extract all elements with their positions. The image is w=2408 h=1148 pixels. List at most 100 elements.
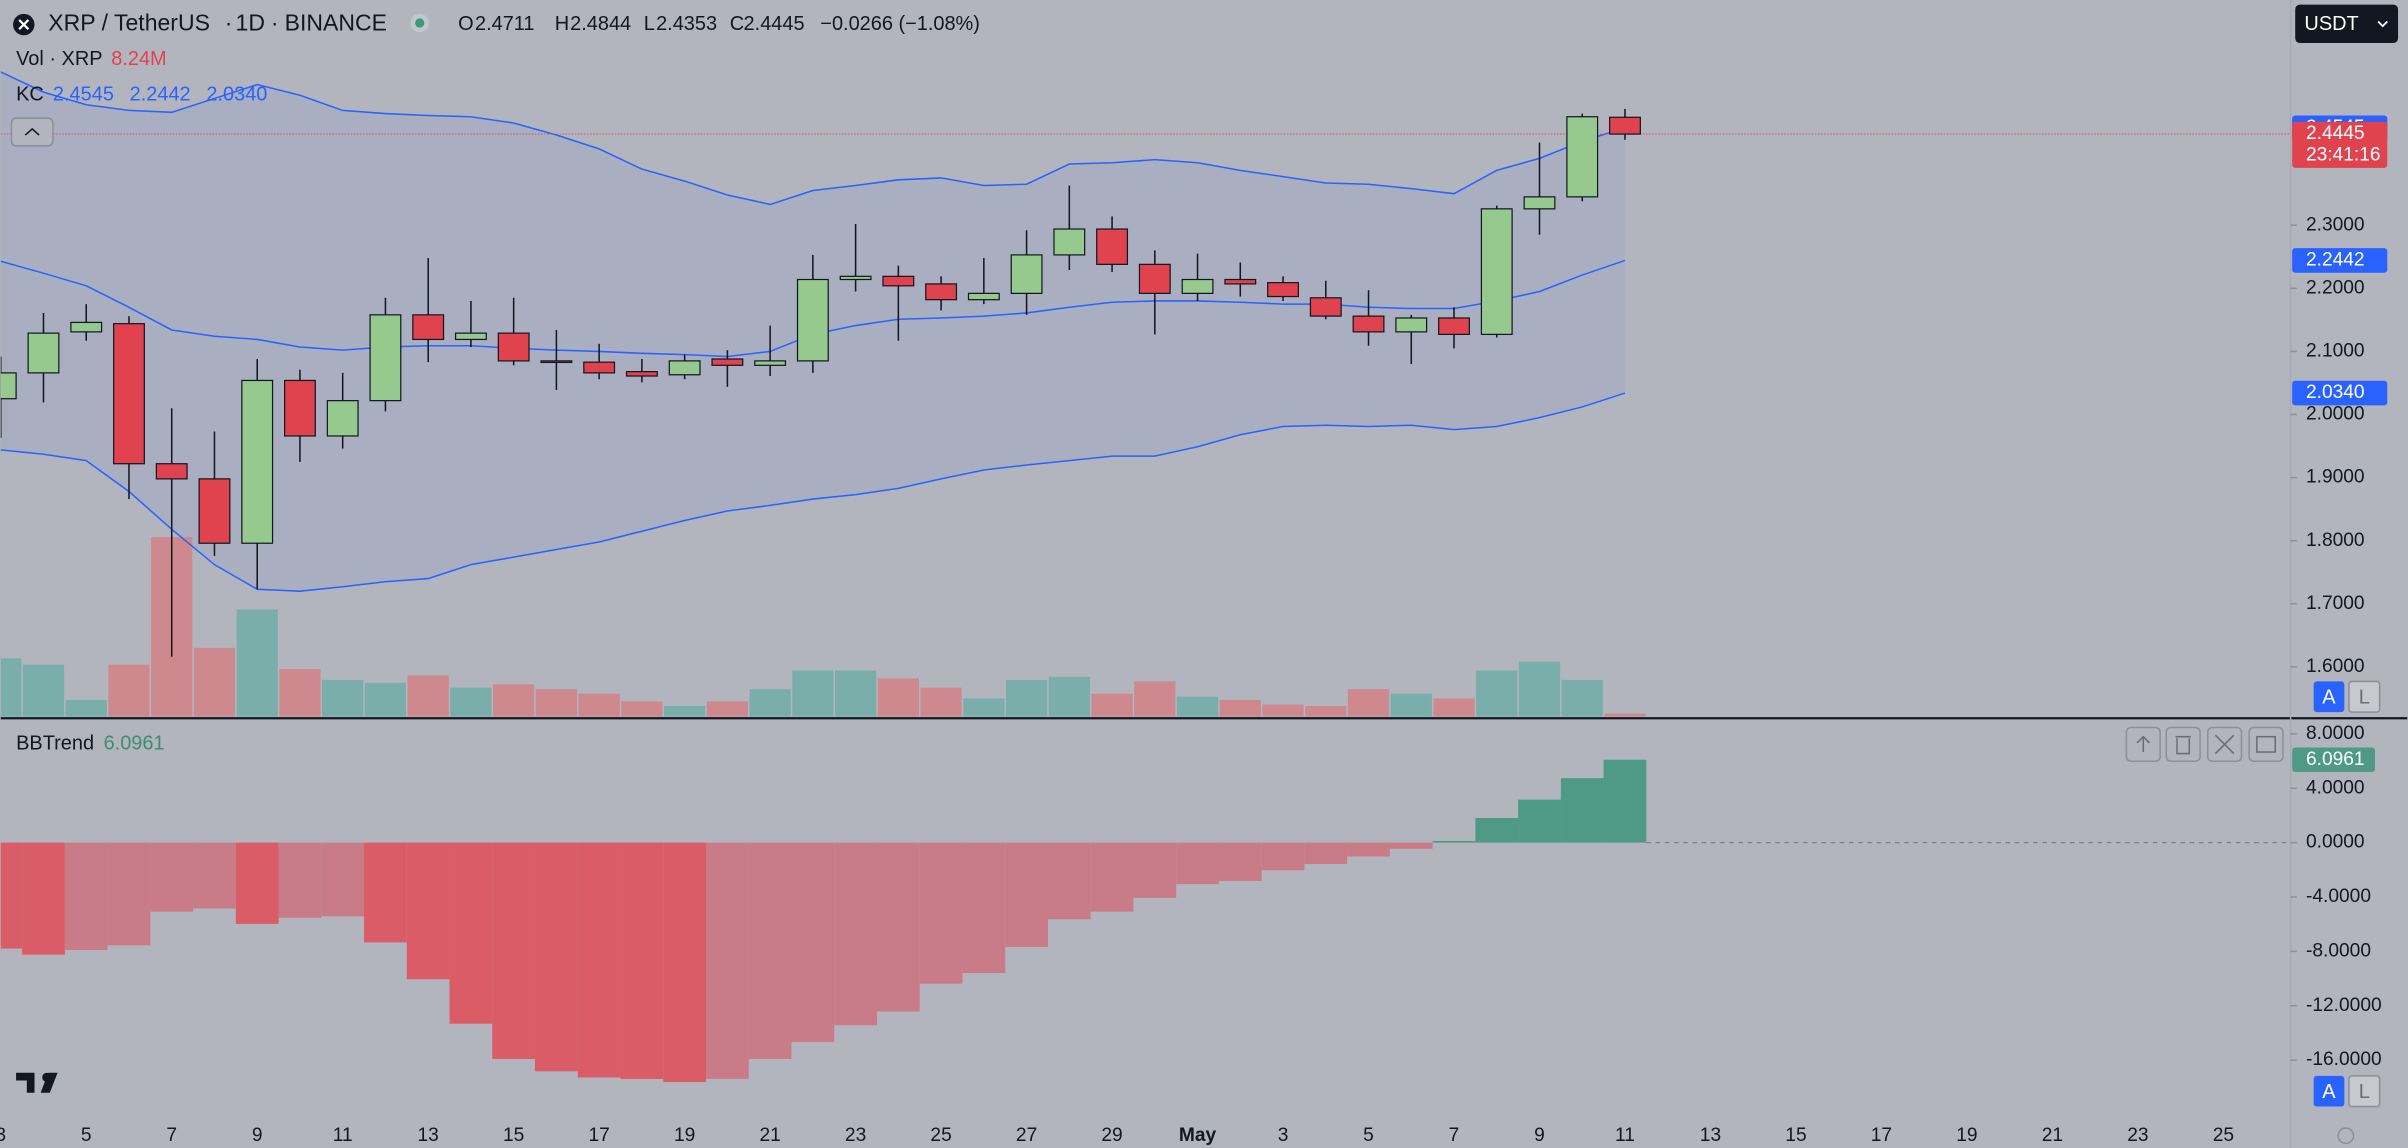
bbtrend-bar (1603, 759, 1647, 843)
delete-button[interactable] (2165, 726, 2201, 763)
candle-body (1523, 196, 1556, 210)
bbtrend-bar (748, 842, 792, 1059)
bbtrend-bar (278, 842, 322, 918)
x-tick-label: 9 (252, 1125, 263, 1146)
candle-body (497, 332, 530, 362)
high-value: 2.4844 (570, 13, 631, 35)
x-tick-label: May (1179, 1125, 1217, 1146)
candle-body (925, 283, 958, 301)
candle-body (625, 371, 658, 377)
bbtrend-bar (1218, 842, 1262, 881)
volume-bar (322, 679, 364, 717)
bbtrend-bar (1047, 842, 1091, 920)
candle-body (882, 275, 915, 287)
price-label: 2.0340 (2306, 382, 2365, 403)
volume-bar (664, 705, 706, 717)
bbtrend-bar (1560, 778, 1604, 843)
pane-controls (2125, 726, 2284, 763)
y-tick-label: -4.0000 (2306, 886, 2371, 907)
candle-body (711, 358, 744, 366)
candle-body (754, 360, 787, 366)
candle-body (454, 332, 487, 341)
log-scale-button[interactable] (2348, 1075, 2381, 1108)
exchange: BINANCE (285, 10, 387, 36)
volume-bar (364, 682, 407, 717)
x-tick-label: 17 (1871, 1125, 1892, 1146)
bbtrend-bar (1133, 842, 1177, 898)
interval[interactable]: 1D (236, 10, 265, 36)
bbtrend-bar (150, 842, 194, 912)
candle-body (1096, 228, 1129, 265)
move-up-icon (2136, 735, 2150, 753)
x-tick-label: 29 (1101, 1125, 1122, 1146)
x-tick-label: 21 (759, 1125, 780, 1146)
y-tick-label: 1.9000 (2306, 467, 2365, 488)
x-tick-label: 21 (2042, 1125, 2063, 1146)
candle-body (1480, 208, 1513, 336)
candle-body (796, 278, 829, 362)
symbol-title[interactable]: XRP / TetherUS (48, 10, 210, 36)
price-label: 2.2442 (2306, 250, 2365, 271)
candle-body (1053, 228, 1086, 256)
volume-bar (1604, 713, 1646, 717)
candle-body (155, 463, 188, 480)
collapse-button[interactable] (10, 117, 54, 147)
settings-icon[interactable] (2337, 1127, 2355, 1145)
y-tick-label: 8.0000 (2306, 723, 2365, 744)
auto-scale-button[interactable] (2313, 681, 2345, 713)
x-tick-label: 17 (588, 1125, 609, 1146)
y-tick-label: 2.0000 (2306, 404, 2365, 425)
candle-body (1566, 116, 1599, 198)
bbtrend-label-box (2292, 747, 2376, 773)
volume-legend-value: 8.24M (111, 48, 166, 70)
candle-body (113, 323, 145, 465)
price-label-box (2292, 121, 2388, 168)
bbtrend-bar (1090, 842, 1134, 912)
log-scale-button[interactable] (2348, 680, 2381, 713)
bbtrend-bar (577, 842, 621, 1078)
bbtrend-bar (364, 842, 407, 943)
symbol-icon-mark (18, 19, 30, 30)
bbtrend-legend[interactable]: BBTrend (16, 733, 94, 755)
bbtrend-bar (64, 842, 108, 951)
candle-body (198, 478, 231, 544)
volume-bar (450, 687, 492, 717)
move-up-button[interactable] (2125, 726, 2161, 763)
maximize-button[interactable] (2248, 726, 2284, 763)
bbtrend-bar (791, 842, 835, 1043)
volume-bar (835, 670, 877, 717)
volume-bar (706, 701, 748, 717)
candle-body (1181, 278, 1214, 294)
volume-legend[interactable]: Vol · XRP (16, 48, 102, 70)
bbtrend-bar (449, 842, 493, 1024)
market-status-dot (415, 18, 425, 28)
log-scale-label: L (2359, 687, 2370, 709)
auto-scale-button[interactable] (2313, 1075, 2345, 1107)
bar-countdown: 23:41:16 (2306, 145, 2381, 166)
candle-body (1438, 317, 1470, 336)
volume-bar (877, 678, 919, 717)
x-tick-label: 19 (674, 1125, 695, 1146)
auto-scale-label: A (2322, 687, 2336, 709)
currency-dropdown[interactable] (2295, 4, 2399, 43)
kc-legend[interactable]: KC (16, 83, 44, 105)
collapse-pane-button[interactable] (2206, 726, 2243, 763)
candle-body (1010, 254, 1043, 294)
bbtrend-bar (492, 842, 536, 1059)
volume-bar (578, 693, 620, 717)
y-tick-label: -8.0000 (2306, 940, 2371, 961)
volume-bar (963, 698, 1005, 717)
bbtrend-bar (876, 842, 920, 1012)
kc-lower-line (0, 392, 1626, 592)
volume-bar (1561, 679, 1603, 717)
candle-body (668, 360, 701, 376)
delete-icon (2175, 735, 2191, 755)
candle-body (1352, 315, 1385, 333)
volume-bar (1390, 693, 1432, 717)
volume-bar (22, 664, 65, 717)
x-tick-label: 25 (2213, 1125, 2234, 1146)
x-tick-label: 5 (81, 1125, 92, 1146)
candle-body (1395, 317, 1428, 333)
low-letter: L (644, 13, 655, 35)
